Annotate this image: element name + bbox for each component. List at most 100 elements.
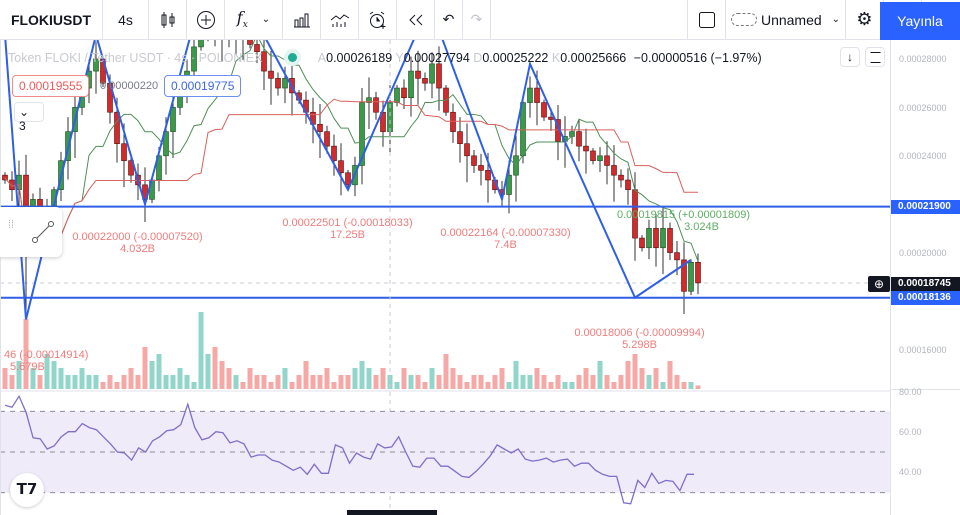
volume-bar xyxy=(408,375,414,389)
volume-bar xyxy=(345,375,351,389)
volume-bar xyxy=(226,368,232,389)
layout-name: Unnamed xyxy=(760,11,822,28)
volume-bar xyxy=(478,375,484,389)
candle-up xyxy=(93,58,99,72)
volume-bar xyxy=(415,375,421,389)
candle-up xyxy=(688,261,694,292)
checkbox-square-icon[interactable] xyxy=(688,0,726,40)
lower-line-price-badge: 0.00018136 xyxy=(891,291,960,305)
publish-button[interactable]: Yayınla xyxy=(880,2,960,40)
candle-down xyxy=(464,143,470,157)
volume-bar xyxy=(534,368,540,389)
alarm-add-icon[interactable] xyxy=(359,0,397,40)
volume-bar xyxy=(464,382,470,389)
interval-button[interactable]: 4s xyxy=(103,0,149,40)
templates-icon[interactable] xyxy=(321,0,359,40)
volume-bar xyxy=(72,375,78,389)
price-axis[interactable]: 0.00028000 0.00026000 0.00024000 0.00020… xyxy=(890,40,960,515)
volume-bar xyxy=(247,368,253,389)
settings-gear-icon[interactable]: ⚙ xyxy=(846,0,884,40)
candle-down xyxy=(695,261,701,284)
volume-bar xyxy=(506,382,512,389)
indicators-button[interactable]: fx ⌄ xyxy=(225,0,283,40)
volume-bar xyxy=(37,375,43,389)
candle-down xyxy=(485,170,491,181)
main-pane xyxy=(0,40,890,389)
open-value: 0.00026189 xyxy=(326,51,393,65)
volume-bar xyxy=(177,368,183,389)
candle-down xyxy=(254,44,260,53)
volume-bar xyxy=(44,354,50,389)
candle-down xyxy=(121,143,127,161)
sell-price-box[interactable]: 0.00019555 xyxy=(12,75,90,97)
candle-down xyxy=(618,174,624,181)
pane-divider[interactable] xyxy=(891,389,960,390)
collapsed-count: 3 xyxy=(19,119,26,133)
candle-down xyxy=(548,116,554,120)
candle-up xyxy=(429,63,435,84)
volume-bar xyxy=(149,361,155,389)
maximize-pane-button[interactable] xyxy=(865,47,885,67)
add-alert-plus-icon[interactable]: ⊕ xyxy=(868,276,890,292)
timeline-scrollbar[interactable] xyxy=(347,510,437,515)
volume-bar xyxy=(51,361,57,389)
volume-bar xyxy=(310,375,316,389)
volume-bar xyxy=(268,382,274,389)
candle-down xyxy=(625,179,631,190)
volume-bar xyxy=(261,375,267,389)
candle-down xyxy=(667,228,673,253)
candles-chart-type-icon[interactable] xyxy=(149,0,187,40)
compare-add-icon[interactable] xyxy=(187,0,225,40)
chevron-down-icon[interactable]: ⌄ xyxy=(261,14,271,25)
bar-chart-icon[interactable] xyxy=(283,0,321,40)
candle-down xyxy=(604,155,610,166)
candle-up xyxy=(660,228,666,249)
layout-name-button[interactable]: Unnamed ⌄ xyxy=(726,0,846,40)
volume-bar xyxy=(219,361,225,389)
candle-down xyxy=(611,165,617,176)
drag-handle-icon[interactable]: ⁞⁞ xyxy=(8,219,15,231)
buy-price-box[interactable]: 0.00019775 xyxy=(164,75,242,97)
volume-bar xyxy=(114,382,120,389)
fx-icon: fx xyxy=(236,8,248,31)
candle-down xyxy=(9,179,15,190)
volume-bar xyxy=(86,375,92,389)
scroll-down-button[interactable]: ↓ xyxy=(840,47,860,67)
rsi-line xyxy=(4,394,694,505)
open-label: A xyxy=(317,51,327,65)
undo-icon[interactable]: ↶ xyxy=(435,0,463,40)
volume-bar xyxy=(611,382,617,389)
volume-bar xyxy=(429,368,435,389)
volume-bar xyxy=(653,368,659,389)
volume-bar xyxy=(562,382,568,389)
chevron-down-icon[interactable]: ⌄ xyxy=(831,14,841,25)
chart-canvas[interactable] xyxy=(0,0,890,515)
top-toolbar: FLOKIUSDT 4s fx ⌄ ↶ ↷ Unnamed ⌄ ⚙ Yayınla xyxy=(0,0,960,40)
candle-up xyxy=(646,228,652,249)
redo-icon[interactable]: ↷ xyxy=(463,0,491,40)
chart-legend: Token FLOKI / Tether USDT · 4s · POLONIE… xyxy=(8,51,762,65)
volume-bar xyxy=(156,354,162,389)
price-tick: 0.00028000 xyxy=(899,54,947,64)
replay-icon[interactable] xyxy=(397,0,435,40)
volume-bar xyxy=(590,375,596,389)
volume-bar xyxy=(170,375,176,389)
candle-down xyxy=(114,111,120,144)
volume-bar xyxy=(359,361,365,389)
volume-bar xyxy=(366,368,372,389)
volume-bar xyxy=(254,375,260,389)
floating-drawing-toolbar: ⁞⁞ xyxy=(0,207,62,257)
candle-down xyxy=(534,87,540,103)
indicators-collapse-toggle[interactable]: ⌄ 3 xyxy=(14,102,44,133)
trend-line-tool-icon[interactable] xyxy=(30,219,56,245)
volume-bar xyxy=(296,375,302,389)
price-tick: 0.00020000 xyxy=(899,248,947,258)
volume-bar xyxy=(436,375,442,389)
candle-down xyxy=(639,237,645,249)
symbol-search-button[interactable]: FLOKIUSDT xyxy=(0,0,103,40)
volume-bar xyxy=(380,368,386,389)
symbol-title: Token FLOKI / Tether USDT · 4s · POLONIE… xyxy=(8,51,263,65)
volume-bar xyxy=(660,382,666,389)
annotation-label: 0.00019815 (+0.00001809) 3.024B xyxy=(616,209,751,233)
candle-down xyxy=(247,40,253,45)
